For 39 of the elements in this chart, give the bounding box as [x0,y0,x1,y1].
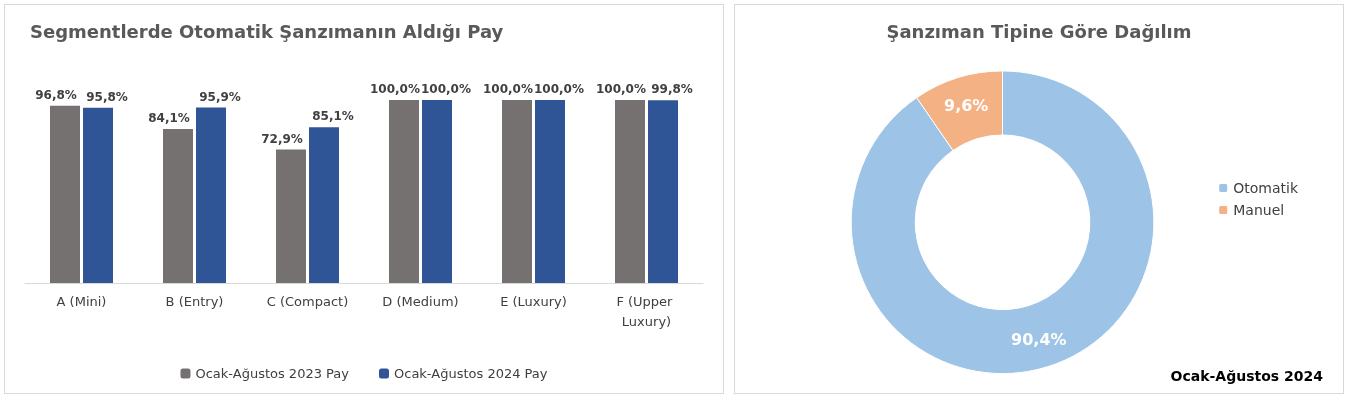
data-label: 100,0% [596,82,646,96]
bar [163,129,193,283]
bar [50,105,80,283]
x-tick-label: B (Entry) [165,293,224,309]
x-tick-label: E (Luxury) [500,293,567,309]
bar [648,100,678,283]
bar [389,100,419,283]
bar [309,127,339,283]
data-label: 100,0% [421,82,471,96]
legend-label: Otomatik [1233,180,1299,196]
x-tick-label: C (Compact) [266,293,349,309]
bar [196,107,226,283]
bar [83,107,113,283]
text: Ocak-Ağustos 2024 [1170,368,1324,384]
bar [276,149,306,283]
bar [502,100,532,283]
legend-label: Manuel [1233,202,1285,218]
bar [422,100,452,283]
bar [615,100,645,283]
data-label: 96,8% [35,87,77,102]
data-label: 84,1% [148,111,190,126]
chart-title: Segmentlerde Otomatik Şanzımanın Aldığı Pay [30,20,504,42]
data-label: 99,8% [651,82,693,97]
data-label: 95,8% [86,89,128,104]
data-label: 85,1% [312,109,354,124]
x-tick-label: F (Upper Luxury) [616,293,677,329]
data-label: 100,0% [534,82,584,96]
x-tick-label: D (Medium) [382,293,459,309]
data-label: 72,9% [261,131,303,146]
data-label: 95,9% [199,89,241,104]
legend-label: Ocak-Ağustos 2023 Pay [195,366,350,381]
data-label: 100,0% [483,82,533,96]
legend-label: Ocak-Ağustos 2024 Pay [394,366,548,381]
data-label: 9,6% [944,95,989,115]
chart-title: Şanzıman Tipine Göre Dağılım [886,20,1192,42]
data-label: 90,4% [1011,329,1067,349]
data-label: 100,0% [370,82,420,96]
x-tick-label: A (Mini) [56,293,107,309]
bar [535,100,565,283]
